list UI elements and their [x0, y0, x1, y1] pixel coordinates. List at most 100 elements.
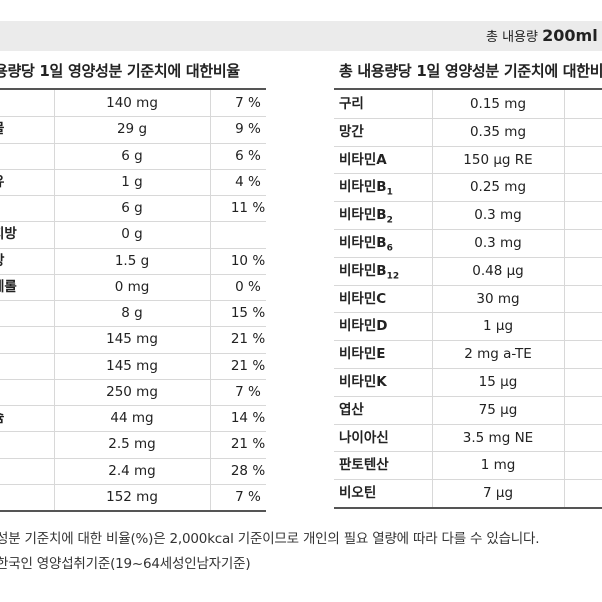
- right-row-divider: [334, 451, 602, 453]
- right-nutrient-amount: 30 mg: [476, 290, 520, 307]
- right-nutrient-amount: 2 mg a-TE: [464, 346, 532, 363]
- right-row-divider: [334, 395, 602, 397]
- right-row-divider: [334, 173, 602, 175]
- total-value: 200ml: [542, 26, 598, 45]
- footnote-ratio: 성분 기준치에 대한 비율(%)은 2,000kcal 기준이므로 개인의 필요…: [0, 531, 540, 547]
- right-nutrient-name: 비타민B2: [339, 207, 393, 226]
- left-nutrient-amount: 140 mg: [106, 95, 158, 111]
- right-row-divider: [334, 201, 602, 203]
- total-content-bar: [0, 21, 602, 51]
- left-nutrient-name: 테롤: [0, 278, 17, 295]
- right-nutrient-amount: 0.3 mg: [474, 235, 522, 251]
- left-column-divider: [54, 90, 55, 510]
- right-nutrient-amount: 0.35 mg: [469, 123, 527, 140]
- left-nutrient-amount: 6 g: [121, 200, 143, 216]
- right-row-divider: [334, 340, 602, 342]
- left-nutrient-percent: 7 %: [235, 488, 261, 505]
- right-row-divider: [334, 368, 602, 369]
- left-nutrient-amount: 6 g: [121, 147, 143, 164]
- left-row-divider: [0, 168, 266, 170]
- right-nutrient-name: 망간: [339, 123, 364, 140]
- footnote-standard: 한국인 영양섭취기준(19~64세성인남자기준): [0, 556, 251, 572]
- left-nutrient-amount: 0 g: [121, 226, 143, 243]
- left-nutrient-amount: 8 g: [121, 305, 143, 321]
- right-nutrient-name: 비타민B1: [339, 179, 393, 199]
- left-row-divider: [0, 483, 266, 485]
- right-nutrient-amount: 7 μg: [482, 485, 514, 502]
- right-nutrient-amount: 3.5 mg NE: [462, 429, 534, 446]
- left-table-top-border: [0, 88, 266, 90]
- right-nutrient-name: 나이아신: [339, 429, 389, 446]
- right-nutrient-amount: 0.15 mg: [469, 96, 527, 112]
- left-nutrient-percent: 21 %: [230, 436, 266, 453]
- left-nutrient-percent: 21 %: [230, 331, 266, 348]
- right-row-divider: [334, 312, 602, 314]
- right-nutrient-name: 비타민B12: [339, 262, 400, 282]
- left-nutrient-amount: 29 g: [116, 121, 148, 138]
- left-row-divider: [0, 221, 266, 223]
- right-nutrient-name: 비타민A: [339, 151, 387, 168]
- right-nutrient-amount: 15 μg: [478, 374, 518, 390]
- right-row-divider: [334, 117, 602, 119]
- right-row-divider: [334, 229, 602, 230]
- left-row-divider: [0, 247, 266, 249]
- left-nutrient-percent: [210, 221, 286, 247]
- right-nutrient-name: 엽산: [339, 401, 364, 418]
- left-nutrient-percent: 7 %: [235, 383, 261, 400]
- right-nutrient-amount: 1 mg: [480, 457, 516, 474]
- left-nutrient-amount: 152 mg: [106, 488, 158, 505]
- left-nutrient-amount: 145 mg: [106, 357, 158, 374]
- left-row-divider: [0, 378, 266, 380]
- left-row-divider: [0, 142, 266, 144]
- left-nutrient-amount: 2.5 mg: [108, 436, 156, 453]
- right-nutrient-amount: 0.25 mg: [469, 179, 527, 196]
- left-nutrient-name: 유: [0, 169, 4, 195]
- right-row-divider: [334, 145, 602, 147]
- left-nutrient-amount: 1.5 g: [114, 252, 150, 269]
- right-row-divider: [334, 256, 602, 258]
- left-row-divider: [0, 405, 266, 406]
- right-nutrient-name: 비타민D: [339, 318, 388, 335]
- left-table-header: 용량당 1일 영양성분 기준치에 대한비율: [0, 62, 240, 80]
- right-nutrient-name: 구리: [339, 96, 364, 112]
- vitamin-subscript: 1: [386, 188, 393, 199]
- right-row-divider: [334, 284, 602, 286]
- left-row-divider: [0, 457, 266, 459]
- left-nutrient-name: 방: [0, 248, 4, 274]
- right-nutrient-name: 판토텐산: [339, 457, 389, 474]
- right-row-divider: [334, 479, 602, 481]
- left-nutrient-amount: 145 mg: [106, 331, 158, 348]
- right-nutrient-name: 비타민B6: [339, 235, 393, 254]
- total-label: 총 내용량: [486, 30, 538, 45]
- right-nutrient-amount: 75 μg: [478, 401, 518, 418]
- left-nutrient-name: 물: [0, 116, 4, 142]
- total-content-label: 총 내용량 200ml 2: [486, 26, 602, 45]
- left-nutrient-amount: 1 g: [121, 173, 143, 190]
- left-nutrient-percent: 6 %: [235, 147, 261, 164]
- left-nutrient-percent: 14 %: [230, 410, 266, 426]
- right-nutrient-amount: 1 μg: [482, 318, 514, 335]
- left-nutrient-percent: 0 %: [235, 278, 261, 295]
- left-row-divider: [0, 195, 266, 196]
- right-nutrient-name: 비타민E: [339, 346, 386, 363]
- right-row-divider: [334, 423, 602, 425]
- left-nutrient-percent: 4 %: [235, 173, 261, 190]
- right-nutrient-name: 비오틴: [339, 485, 377, 502]
- left-table-bottom-border: [0, 510, 266, 512]
- left-nutrient-percent: 7 %: [235, 95, 261, 111]
- left-nutrient-name: 슘: [0, 405, 4, 431]
- left-row-divider: [0, 300, 266, 301]
- left-row-divider: [0, 326, 266, 328]
- left-nutrient-percent: 9 %: [235, 121, 261, 138]
- left-nutrient-percent: 21 %: [230, 357, 266, 374]
- left-nutrient-percent: 11 %: [230, 200, 266, 216]
- right-nutrient-amount: 0.3 mg: [474, 207, 522, 224]
- right-nutrient-amount: 0.48 μg: [472, 262, 524, 279]
- vitamin-subscript: 12: [386, 271, 400, 282]
- left-nutrient-percent: 28 %: [230, 462, 266, 479]
- right-nutrient-amount: 150 μg RE: [463, 151, 533, 168]
- right-table-header: 총 내용량당 1일 영양성분 기준치에 대한비율: [339, 62, 602, 80]
- left-nutrient-name: 지방: [0, 226, 17, 243]
- right-nutrient-name: 비타민K: [339, 374, 387, 390]
- left-nutrient-amount: 44 mg: [110, 410, 154, 426]
